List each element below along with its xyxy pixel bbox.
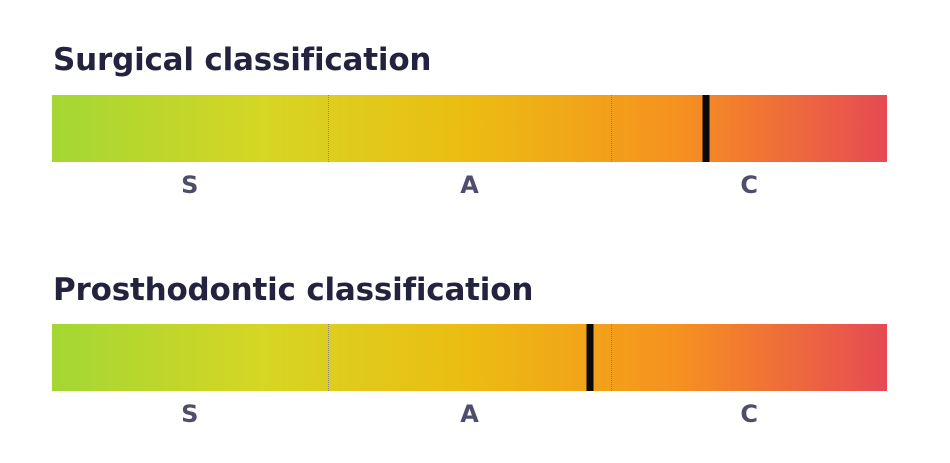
classification-scale-bar <box>52 95 887 162</box>
zone-label-a: A <box>460 400 479 428</box>
classification-scale-bar <box>52 324 887 391</box>
classification-marker <box>586 324 594 391</box>
zone-label-a: A <box>460 171 479 199</box>
zone-label-c: C <box>740 400 759 428</box>
chart-title: Surgical classification <box>53 42 432 78</box>
chart-title: Prosthodontic classification <box>53 272 534 308</box>
zone-divider <box>327 95 329 162</box>
zone-label-s: S <box>181 400 199 428</box>
zone-divider <box>611 324 613 391</box>
zone-label-s: S <box>181 171 199 199</box>
zone-divider <box>327 324 329 391</box>
zone-divider <box>611 95 613 162</box>
zone-label-c: C <box>740 171 759 199</box>
classification-marker <box>702 95 710 162</box>
